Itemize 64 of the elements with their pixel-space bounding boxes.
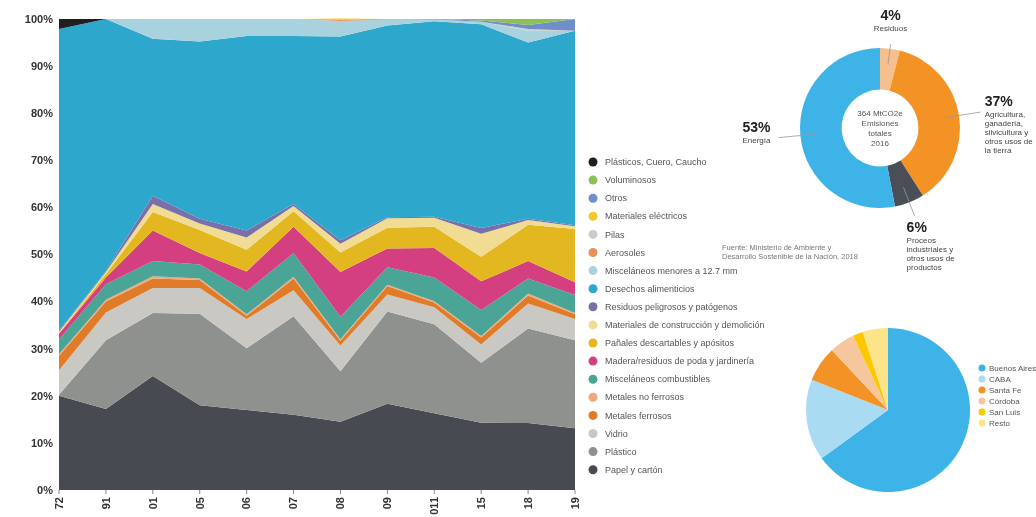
y-tick-label: 20% — [30, 389, 54, 402]
donut-slice — [880, 48, 900, 91]
legend-label: Otros — [605, 193, 628, 204]
legend-label: Misceláneos menores a 12.7 mm — [605, 265, 738, 276]
y-tick-label: 100% — [24, 12, 54, 25]
pie-slice — [831, 335, 888, 410]
y-tick-label: 90% — [30, 59, 54, 72]
legend-label: San Luis — [989, 407, 1021, 417]
y-tick-label: 50% — [30, 248, 54, 261]
text: 364 MtCO2e Emisiones totales 2016 — [857, 108, 904, 148]
y-tick-label: 40% — [30, 295, 54, 308]
slice-label: Energía — [742, 135, 772, 145]
y-tick-label: 10% — [30, 436, 54, 449]
legend-label: Residuos peligrosos y patógenos — [605, 301, 739, 312]
legend-label: Plástico — [605, 446, 637, 457]
legend-label: Resto — [989, 418, 1011, 428]
legend-label: Voluminosos — [605, 175, 657, 186]
pie-slice — [821, 328, 970, 492]
slice-label: Residuos — [873, 24, 908, 33]
pie-slice — [853, 332, 888, 410]
legend-label: Vidrio — [605, 428, 628, 439]
legend-label: Madera/residuos de poda y jardinería — [605, 356, 755, 367]
legend-label: Pilas — [605, 229, 626, 240]
y-tick-label: 60% — [30, 201, 54, 214]
data-label: 4% — [880, 7, 902, 23]
x-tick-label: 18 — [521, 497, 534, 510]
legend-label: Misceláneos combustibles — [605, 374, 711, 385]
legend-label: Santa Fe — [989, 385, 1023, 395]
y-tick-label: 0% — [37, 483, 54, 496]
pie-slice — [806, 379, 888, 459]
y-tick-label: 30% — [30, 342, 54, 355]
x-tick-label: 15 — [475, 497, 488, 510]
legend-label: Córdoba — [989, 396, 1021, 406]
x-tick-label: 01 — [146, 497, 159, 510]
x-tick-label: 05 — [193, 497, 206, 510]
legend-label: Pañales descartables y apósitos — [605, 338, 735, 349]
legend-label: CABA — [989, 374, 1012, 384]
x-tick-label: 06 — [240, 497, 253, 510]
x-tick-label: 08 — [334, 497, 347, 510]
legend-label: Metales no ferrosos — [605, 392, 685, 403]
data-label: 37% — [984, 93, 1014, 110]
x-tick-label: 72 — [52, 497, 65, 510]
x-tick-label: 19 — [568, 497, 581, 510]
legend-label: Plásticos, Cuero, Caucho — [605, 157, 707, 168]
legend-label: Papel y cartón — [605, 464, 663, 475]
donut-slice — [887, 160, 923, 207]
legend-label: Aerosoles — [605, 247, 646, 258]
x-tick-label: 07 — [287, 497, 300, 510]
legend-label: Materiales eléctricos — [605, 211, 688, 222]
y-tick-label: 70% — [30, 154, 54, 167]
x-tick-label: 91 — [99, 497, 112, 510]
x-tick-label: 09 — [381, 497, 394, 510]
data-label: 53% — [742, 118, 772, 135]
y-tick-label: 80% — [30, 107, 54, 120]
legend-label: Buenos Aires — [989, 363, 1036, 373]
pie-slice — [811, 350, 888, 410]
pie-slice — [862, 328, 888, 410]
x-tick-label: 011 — [428, 497, 441, 515]
legend-label: Desechos alimenticios — [605, 283, 696, 294]
slice-label: Proceos industriales y otros usos de productos — [906, 236, 956, 272]
data-label: 6% — [906, 219, 928, 235]
slice-label: Agricultura, ganadería, silvicultura y otros usos de la tierra — [984, 110, 1034, 156]
legend-label: Metales ferrosos — [605, 410, 673, 421]
legend-label: Materiales de construcción y demolición — [605, 320, 765, 331]
